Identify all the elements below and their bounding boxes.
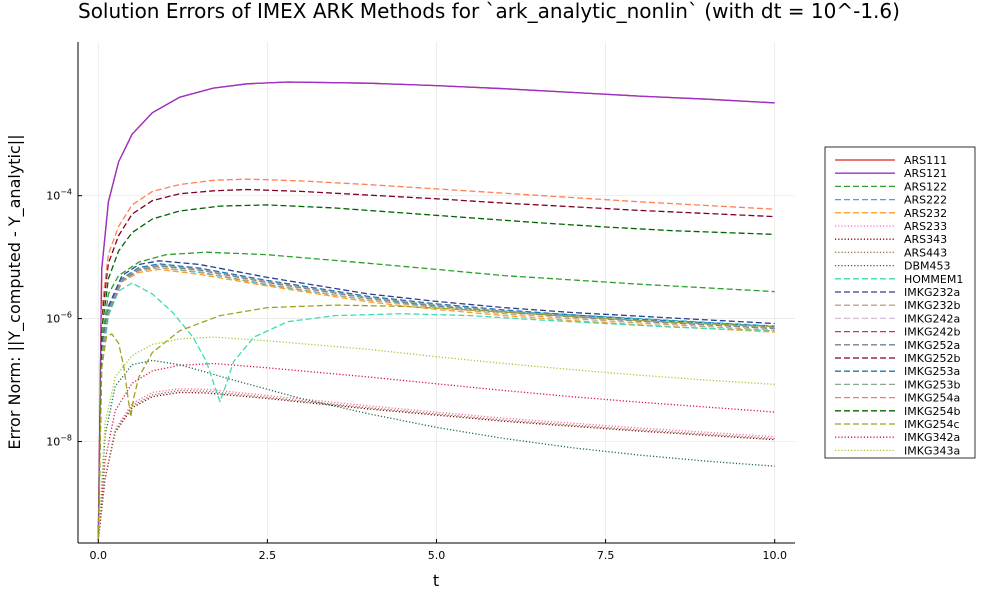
x-tick-label: 5.0 — [428, 549, 446, 562]
series-line-imkg342a — [97, 362, 775, 540]
legend-label-ars233: ARS233 — [904, 220, 947, 233]
legend-label-imkg254c: IMKG254c — [904, 418, 960, 431]
x-tick-label: 2.5 — [259, 549, 277, 562]
series-line-imkg252b — [97, 188, 775, 540]
series-line-imkg343a — [97, 336, 775, 540]
legend-label-ars443: ARS443 — [904, 246, 947, 259]
series-line-ars233 — [97, 388, 775, 540]
series-line-hommem1 — [97, 282, 775, 540]
legend-box — [824, 146, 976, 459]
series-line-imkg254b — [97, 204, 775, 540]
series-line-ars443 — [97, 389, 775, 540]
x-ticks: 0.0 2.5 5.0 7.5 10.0 — [90, 539, 787, 562]
series-line-dbm453 — [97, 359, 775, 540]
series-line-imkg232a — [97, 260, 775, 540]
series-line-imkg254a — [97, 178, 775, 540]
legend-label-imkg253a: IMKG253a — [904, 365, 960, 378]
legend-label-imkg232a: IMKG232a — [904, 286, 960, 299]
legend-label-hommem1: HOMMEM1 — [904, 273, 963, 286]
y-tick-label: 10−8 — [46, 434, 72, 449]
series-line-ars343 — [97, 391, 775, 540]
legend-label-ars232: ARS232 — [904, 207, 947, 220]
y-tick-label: 10−4 — [46, 188, 72, 203]
legend-label-imkg252b: IMKG252b — [904, 352, 960, 365]
x-axis-label: t — [433, 571, 439, 590]
legend-label-ars122: ARS122 — [904, 180, 947, 193]
legend-label-imkg242b: IMKG242b — [904, 326, 960, 339]
legend-label-ars343: ARS343 — [904, 233, 947, 246]
legend-label-imkg232b: IMKG232b — [904, 299, 960, 312]
legend-items: ARS111ARS121ARS122ARS222ARS232ARS233ARS3… — [835, 154, 963, 457]
x-tick-label: 0.0 — [90, 549, 108, 562]
legend-label-imkg253b: IMKG253b — [904, 378, 960, 391]
series-line-ars121 — [97, 81, 775, 540]
legend-label-imkg342a: IMKG342a — [904, 431, 960, 444]
series-line-imkg254c — [97, 304, 775, 540]
legend-label-ars121: ARS121 — [904, 167, 947, 180]
legend-label-dbm453: DBM453 — [904, 260, 951, 273]
y-tick-label: 10−6 — [46, 311, 72, 326]
legend-label-ars111: ARS111 — [904, 154, 947, 167]
series-line-ars122 — [97, 251, 775, 540]
x-tick-label: 7.5 — [597, 549, 615, 562]
legend: ARS111ARS121ARS122ARS222ARS232ARS233ARS3… — [824, 146, 976, 459]
legend-label-imkg343a: IMKG343a — [904, 444, 960, 457]
chart-title: Solution Errors of IMEX ARK Methods for … — [78, 0, 900, 23]
legend-label-imkg254a: IMKG254a — [904, 392, 960, 405]
series-line-imkg253a — [97, 263, 775, 540]
legend-label-ars222: ARS222 — [904, 194, 947, 207]
series-layer — [97, 81, 775, 540]
legend-label-imkg254b: IMKG254b — [904, 405, 960, 418]
x-tick-label: 10.0 — [762, 549, 787, 562]
y-ticks: 10−8 10−6 10−4 — [46, 188, 82, 449]
legend-label-imkg242a: IMKG242a — [904, 312, 960, 325]
legend-label-imkg252a: IMKG252a — [904, 339, 960, 352]
y-axis-label: Error Norm: ||Y_computed - Y_analytic|| — [5, 134, 25, 449]
